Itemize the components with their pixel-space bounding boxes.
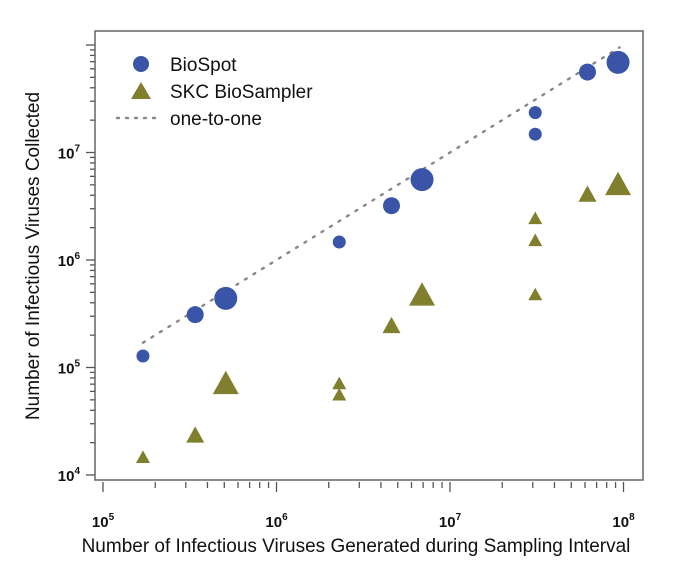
legend-label: BioSpot	[170, 55, 237, 76]
biospot-point	[528, 127, 542, 141]
skc-biosampler-point	[382, 316, 401, 334]
legend-label: one-to-one	[170, 109, 262, 130]
legend: BioSpot SKC BioSampler one-to-one	[115, 55, 313, 130]
skc-biosampler-point	[332, 387, 347, 401]
skc-biosampler-point	[578, 185, 597, 202]
y-tick-label: 104	[58, 466, 81, 485]
skc-biosampler-point	[605, 171, 632, 196]
biospot-point	[528, 106, 542, 120]
skc-biosampler-point	[528, 211, 543, 225]
biospot-point	[332, 235, 346, 249]
skc-biosampler-point	[135, 450, 150, 464]
skc-biosampler-point	[528, 287, 543, 301]
skc-biosampler-point	[186, 426, 205, 443]
x-tick-label: 108	[612, 512, 635, 531]
biospot-point	[606, 50, 630, 74]
y-axis: 104 105 106 107	[58, 44, 95, 485]
biospot-point	[578, 63, 596, 81]
one-to-one-line-segment	[141, 46, 621, 344]
x-axis: 105 106 107 108	[92, 482, 635, 531]
y-axis-title: Number of Infectious Viruses Collected	[23, 92, 44, 420]
y-tick-label: 105	[58, 359, 81, 378]
data-marks	[135, 50, 632, 464]
biospot-point	[136, 349, 150, 363]
y-tick-label: 107	[58, 144, 81, 163]
biospot-point	[382, 197, 400, 215]
one-to-one-line	[141, 46, 621, 344]
skc-biosampler-point	[332, 376, 347, 390]
biospot-point	[186, 306, 204, 324]
biospot-point	[410, 168, 434, 192]
legend-circle-icon	[133, 56, 149, 72]
x-tick-label: 107	[439, 512, 462, 531]
series-biospot	[136, 50, 630, 363]
series-skc-biosampler	[135, 171, 632, 464]
x-axis-title: Number of Infectious Viruses Generated d…	[82, 536, 631, 557]
skc-biosampler-point	[212, 370, 239, 395]
skc-biosampler-point	[409, 282, 436, 306]
x-tick-label: 106	[265, 512, 288, 531]
legend-triangle-icon	[131, 82, 151, 99]
skc-biosampler-point	[528, 233, 543, 247]
biospot-point	[214, 286, 238, 310]
y-tick-label: 106	[58, 251, 81, 270]
plot-frame	[94, 30, 644, 481]
legend-label: SKC BioSampler	[170, 82, 313, 103]
x-tick-label: 105	[92, 512, 115, 531]
